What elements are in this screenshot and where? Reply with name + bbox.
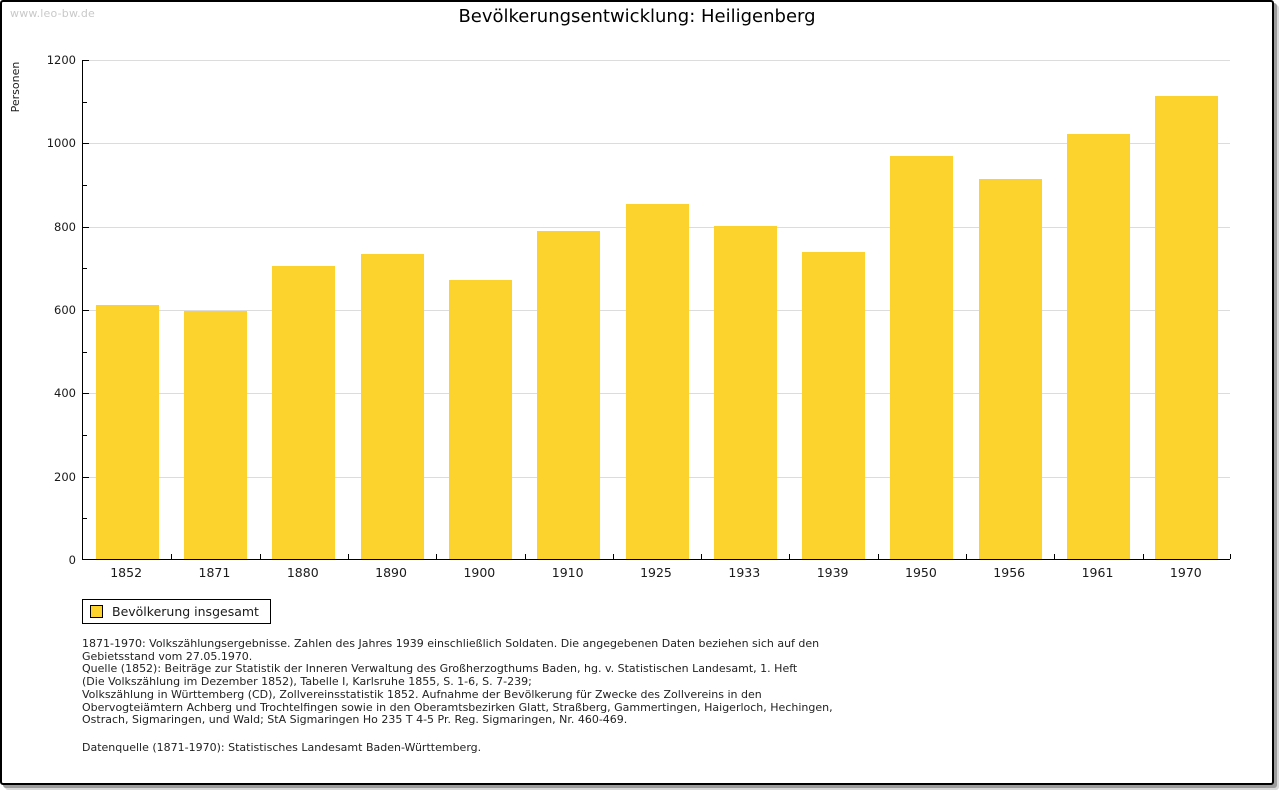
y-minor-tick-700 [83, 268, 87, 269]
plot-area [82, 60, 1231, 560]
x-tick-label-1950: 1950 [905, 565, 937, 580]
bar-1939 [802, 252, 865, 559]
y-tick-label-200: 200 [54, 470, 76, 484]
x-boundary-tick-8 [789, 554, 790, 559]
x-tick-label-1871: 1871 [198, 565, 231, 580]
footnotes: 1871-1970: Volkszählungsergebnisse. Zahl… [82, 637, 833, 727]
datasource-note: Datenquelle (1871-1970): Statistisches L… [82, 741, 482, 754]
x-tick-label-1933: 1933 [728, 565, 761, 580]
y-tick-label-800: 800 [54, 220, 76, 234]
x-boundary-tick-10 [966, 554, 967, 559]
y-tick-label-0: 0 [68, 553, 76, 567]
x-axis-end-cap [1230, 554, 1231, 559]
x-boundary-tick-2 [260, 554, 261, 559]
bar-1950 [890, 156, 953, 559]
bar-1961 [1067, 134, 1130, 559]
bar-1880 [272, 266, 335, 559]
bar-1871 [184, 311, 247, 559]
x-boundary-tick-12 [1143, 554, 1144, 559]
y-minor-tick-1100 [83, 102, 87, 103]
legend-swatch-icon [90, 605, 103, 618]
gridline-1000 [83, 143, 1230, 144]
bar-1852 [96, 305, 159, 559]
footnote-line-3: Quelle (1852): Beiträge zur Statistik de… [82, 662, 798, 676]
bar-1890 [361, 254, 424, 559]
x-tick-label-1939: 1939 [816, 565, 849, 580]
y-minor-tick-300 [83, 435, 87, 436]
footnote-line-6: Obervogteiämtern Achberg und Trochtelfin… [82, 700, 833, 714]
bar-1970 [1155, 96, 1218, 559]
x-boundary-tick-1 [171, 554, 172, 559]
y-tick-label-600: 600 [54, 303, 76, 317]
bar-1910 [537, 231, 600, 559]
y-axis-label: Personen [9, 61, 22, 113]
x-tick-label-1970: 1970 [1169, 565, 1202, 580]
bar-1933 [714, 226, 777, 559]
x-boundary-tick-6 [613, 554, 614, 559]
gridline-1200 [83, 60, 1230, 61]
y-tick-1200 [83, 60, 89, 61]
y-tick-200 [83, 477, 89, 478]
x-tick-label-1890: 1890 [375, 565, 407, 580]
y-tick-0 [83, 559, 89, 560]
y-tick-400 [83, 393, 89, 394]
footnote-line-4: (Die Volkszählung im Dezember 1852), Tab… [82, 675, 532, 689]
x-boundary-tick-11 [1054, 554, 1055, 559]
x-boundary-tick-7 [701, 554, 702, 559]
x-tick-label-1956: 1956 [993, 565, 1026, 580]
y-tick-1000 [83, 143, 89, 144]
footnote-line-1: 1871-1970: Volkszählungsergebnisse. Zahl… [82, 637, 820, 650]
footnote-line-5: Volkszählung in Württemberg (CD), Zollve… [82, 687, 762, 701]
y-tick-label-400: 400 [54, 386, 76, 400]
y-minor-tick-500 [83, 352, 87, 353]
x-boundary-tick-4 [436, 554, 437, 559]
x-boundary-tick-5 [525, 554, 526, 559]
x-tick-label-1910: 1910 [551, 565, 584, 580]
x-boundary-tick-3 [348, 554, 349, 559]
bar-1900 [449, 280, 512, 559]
y-tick-label-1000: 1000 [46, 136, 76, 150]
bar-1925 [626, 204, 689, 559]
x-tick-label-1925: 1925 [640, 565, 672, 580]
y-tick-600 [83, 310, 89, 311]
x-tick-label-1852: 1852 [110, 565, 143, 580]
y-minor-tick-100 [83, 518, 87, 519]
legend-label: Bevölkerung insgesamt [112, 604, 259, 619]
footnote-line-2: Gebietsstand vom 27.05.1970. [82, 649, 253, 663]
x-tick-label-1900: 1900 [463, 565, 496, 580]
y-tick-800 [83, 227, 89, 228]
x-tick-label-1961: 1961 [1081, 565, 1114, 580]
y-tick-label-1200: 1200 [46, 53, 76, 67]
bar-1956 [979, 179, 1042, 559]
x-tick-label-1880: 1880 [286, 565, 319, 580]
x-boundary-tick-9 [878, 554, 879, 559]
legend: Bevölkerung insgesamt [82, 599, 271, 624]
footnote-line-7: Ostrach, Sigmaringen, und Wald; StA Sigm… [82, 713, 628, 727]
chart-title: Bevölkerungsentwicklung: Heiligenberg [458, 6, 816, 27]
watermark: www.leo-bw.de [10, 7, 96, 20]
y-minor-tick-900 [83, 185, 87, 186]
